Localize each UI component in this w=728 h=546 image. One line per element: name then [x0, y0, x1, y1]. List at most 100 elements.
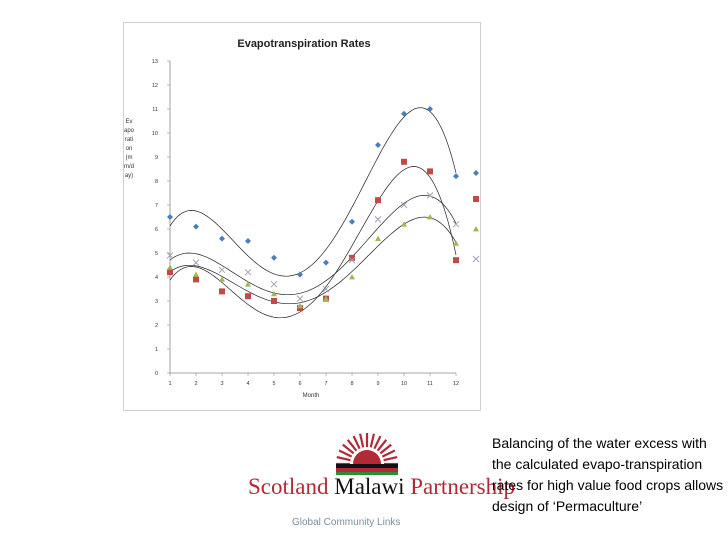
y-tick-label: 2 [155, 323, 158, 329]
logo-word-malawi: Malawi [334, 474, 405, 499]
x-tick-label: 5 [272, 381, 275, 387]
data-point-series-1 [167, 214, 173, 220]
data-point-series-2 [271, 298, 277, 304]
logo-sun-ray [383, 456, 398, 462]
x-axis-label: Month [303, 393, 320, 399]
data-point-series-3 [271, 290, 277, 297]
logo-word-scotland: Scotland [248, 474, 329, 499]
logo-bar-black [336, 464, 398, 468]
logo-word-partnership: Partnership [410, 474, 516, 499]
data-point-series-1 [219, 235, 225, 242]
trendline-series-2 [169, 166, 457, 319]
data-point-series-1 [453, 173, 459, 180]
trendline-series-1 [169, 107, 457, 277]
y-tick-label: 8 [155, 179, 158, 185]
y-tick-label: 11 [152, 107, 158, 113]
logo-sun [353, 450, 381, 464]
data-point-series-1 [349, 218, 355, 225]
x-tick-label: 7 [324, 381, 327, 387]
logo-bar-green [336, 472, 398, 475]
data-point-series-4 [296, 295, 304, 302]
y-tick-label: 12 [152, 83, 158, 89]
y-tick-label: 13 [152, 59, 158, 65]
data-point-series-1 [193, 223, 199, 230]
y-tick-label: 10 [152, 131, 158, 137]
legend-marker-1 [473, 170, 479, 176]
data-point-series-2 [349, 254, 355, 261]
data-point-series-2 [193, 276, 199, 283]
data-point-series-1 [323, 259, 329, 266]
data-point-series-3 [323, 295, 329, 301]
data-point-series-1 [297, 271, 303, 278]
y-tick-label: 4 [155, 275, 158, 281]
data-point-series-4 [218, 266, 226, 274]
logo-sun-ray [379, 443, 392, 455]
data-point-series-4 [166, 252, 174, 259]
evapotranspiration-chart: Evapotranspiration Rates 012345678910111… [152, 38, 480, 399]
data-point-series-4 [374, 216, 382, 223]
y-tick-label: 9 [155, 155, 158, 161]
logo-sun-ray [342, 443, 355, 455]
logo-sun-ray [338, 449, 353, 458]
legend-marker-2 [473, 196, 479, 202]
y-tick-label: 7 [155, 203, 158, 209]
trendline-series-4 [169, 194, 457, 296]
x-tick-label: 6 [298, 381, 301, 387]
chart-frame: Evapotranspiration Rates 0 1 2 3 4 5 6 7 8 9 10 11 1… [123, 22, 481, 411]
data-point-series-3 [219, 276, 225, 282]
x-tick-label: 10 [401, 381, 407, 387]
x-tick-label: 4 [246, 381, 249, 387]
data-point-series-4 [270, 280, 278, 288]
y-tick-label: 6 [155, 227, 158, 233]
data-point-series-1 [427, 106, 433, 112]
data-point-series-4 [400, 201, 408, 209]
x-tick-label: 8 [350, 381, 353, 387]
x-tick-label: 11 [427, 381, 433, 387]
data-point-series-1 [375, 142, 381, 148]
legend-marker-3 [473, 226, 479, 232]
logo-bar-red [336, 468, 398, 472]
logo-text: Scotland Malawi Partnership [248, 474, 515, 500]
logo-sun-ray [381, 449, 396, 458]
y-tick-label: 3 [155, 299, 158, 305]
logo-sun-ray [346, 439, 358, 452]
data-point-series-4 [348, 256, 356, 264]
y-tick-label: 1 [155, 347, 158, 353]
data-point-series-2 [219, 288, 225, 295]
x-tick-label: 9 [376, 381, 379, 387]
trendline-series-3 [169, 216, 457, 305]
scotland-malawi-partnership-logo [336, 433, 398, 475]
data-point-series-2 [453, 257, 459, 264]
data-point-series-4 [426, 192, 434, 199]
data-point-series-1 [271, 254, 277, 261]
x-tick-label: 12 [453, 381, 459, 387]
x-tick-label: 3 [220, 381, 223, 387]
logo-sun-ray [373, 435, 382, 450]
logo-sun-ray [376, 439, 388, 452]
data-point-series-3 [375, 235, 381, 241]
slide-caption: Balancing of the water excess with the c… [492, 435, 724, 514]
data-point-series-2 [167, 269, 173, 276]
data-point-series-3 [401, 221, 407, 227]
logo-sun-ray [369, 433, 375, 448]
data-point-series-3 [167, 264, 173, 270]
legend-marker-4 [472, 255, 480, 263]
data-point-series-2 [245, 293, 251, 300]
y-tick-label: 0 [155, 371, 158, 377]
data-point-series-3 [193, 271, 199, 277]
data-point-series-3 [245, 281, 251, 287]
logo-sun-ray [336, 456, 351, 462]
footer-text: Global Community Links [292, 517, 401, 528]
logo-sun-ray [359, 433, 365, 448]
y-tick-label: 5 [155, 251, 158, 257]
logo-sun-ray [352, 435, 361, 450]
chart-title: Evapotranspiration Rates [237, 38, 370, 50]
data-point-series-4 [452, 220, 460, 228]
x-tick-label: 1 [168, 381, 171, 387]
data-point-series-1 [401, 110, 407, 117]
data-point-series-1 [245, 238, 251, 244]
data-point-series-4 [322, 285, 330, 293]
data-point-series-2 [375, 197, 381, 204]
data-point-series-4 [192, 259, 200, 266]
y-axis-label: Evaporation (mm/day) [124, 119, 135, 179]
